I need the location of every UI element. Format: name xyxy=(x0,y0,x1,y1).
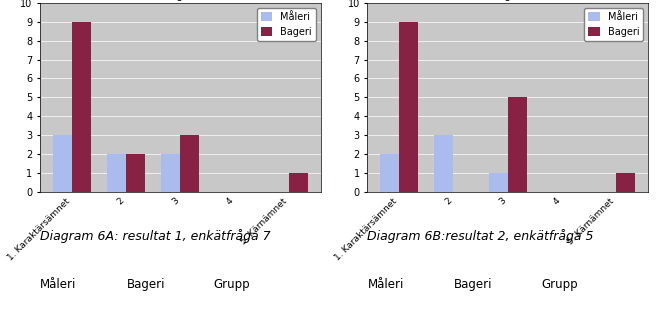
Text: Bageri: Bageri xyxy=(127,278,166,291)
Text: Diagram 6B:resultat 2, enkätfråga 5: Diagram 6B:resultat 2, enkätfråga 5 xyxy=(367,229,594,243)
Bar xyxy=(399,22,418,192)
Bar xyxy=(72,22,91,192)
Bar xyxy=(162,154,180,192)
Bar xyxy=(180,135,199,192)
Bar xyxy=(107,154,126,192)
Bar xyxy=(289,173,308,192)
Bar xyxy=(489,173,508,192)
Bar xyxy=(53,135,72,192)
Text: Diagram 6A: resultat 1, enkätfråga 7: Diagram 6A: resultat 1, enkätfråga 7 xyxy=(40,229,271,243)
Bar xyxy=(380,154,399,192)
Bar xyxy=(508,97,526,192)
Bar xyxy=(616,173,635,192)
Text: Grupp: Grupp xyxy=(214,278,250,291)
Title: Vilket av karaktärsämnet och kärnämnet tyckte du var
viktigast?: Vilket av karaktärsämnet och kärnämnet t… xyxy=(365,0,651,1)
Legend: Måleri, Bageri: Måleri, Bageri xyxy=(584,8,643,40)
Text: Måleri: Måleri xyxy=(367,278,403,291)
Text: Grupp: Grupp xyxy=(541,278,578,291)
Bar xyxy=(434,135,454,192)
Title: Vilket av karaktärsämnet och kärnämnet tycker du är
viktigast?: Vilket av karaktärsämnet och kärnämnet t… xyxy=(41,0,320,1)
Text: Bageri: Bageri xyxy=(454,278,493,291)
Text: Måleri: Måleri xyxy=(40,278,76,291)
Bar xyxy=(126,154,145,192)
Legend: Måleri, Bageri: Måleri, Bageri xyxy=(257,8,316,40)
